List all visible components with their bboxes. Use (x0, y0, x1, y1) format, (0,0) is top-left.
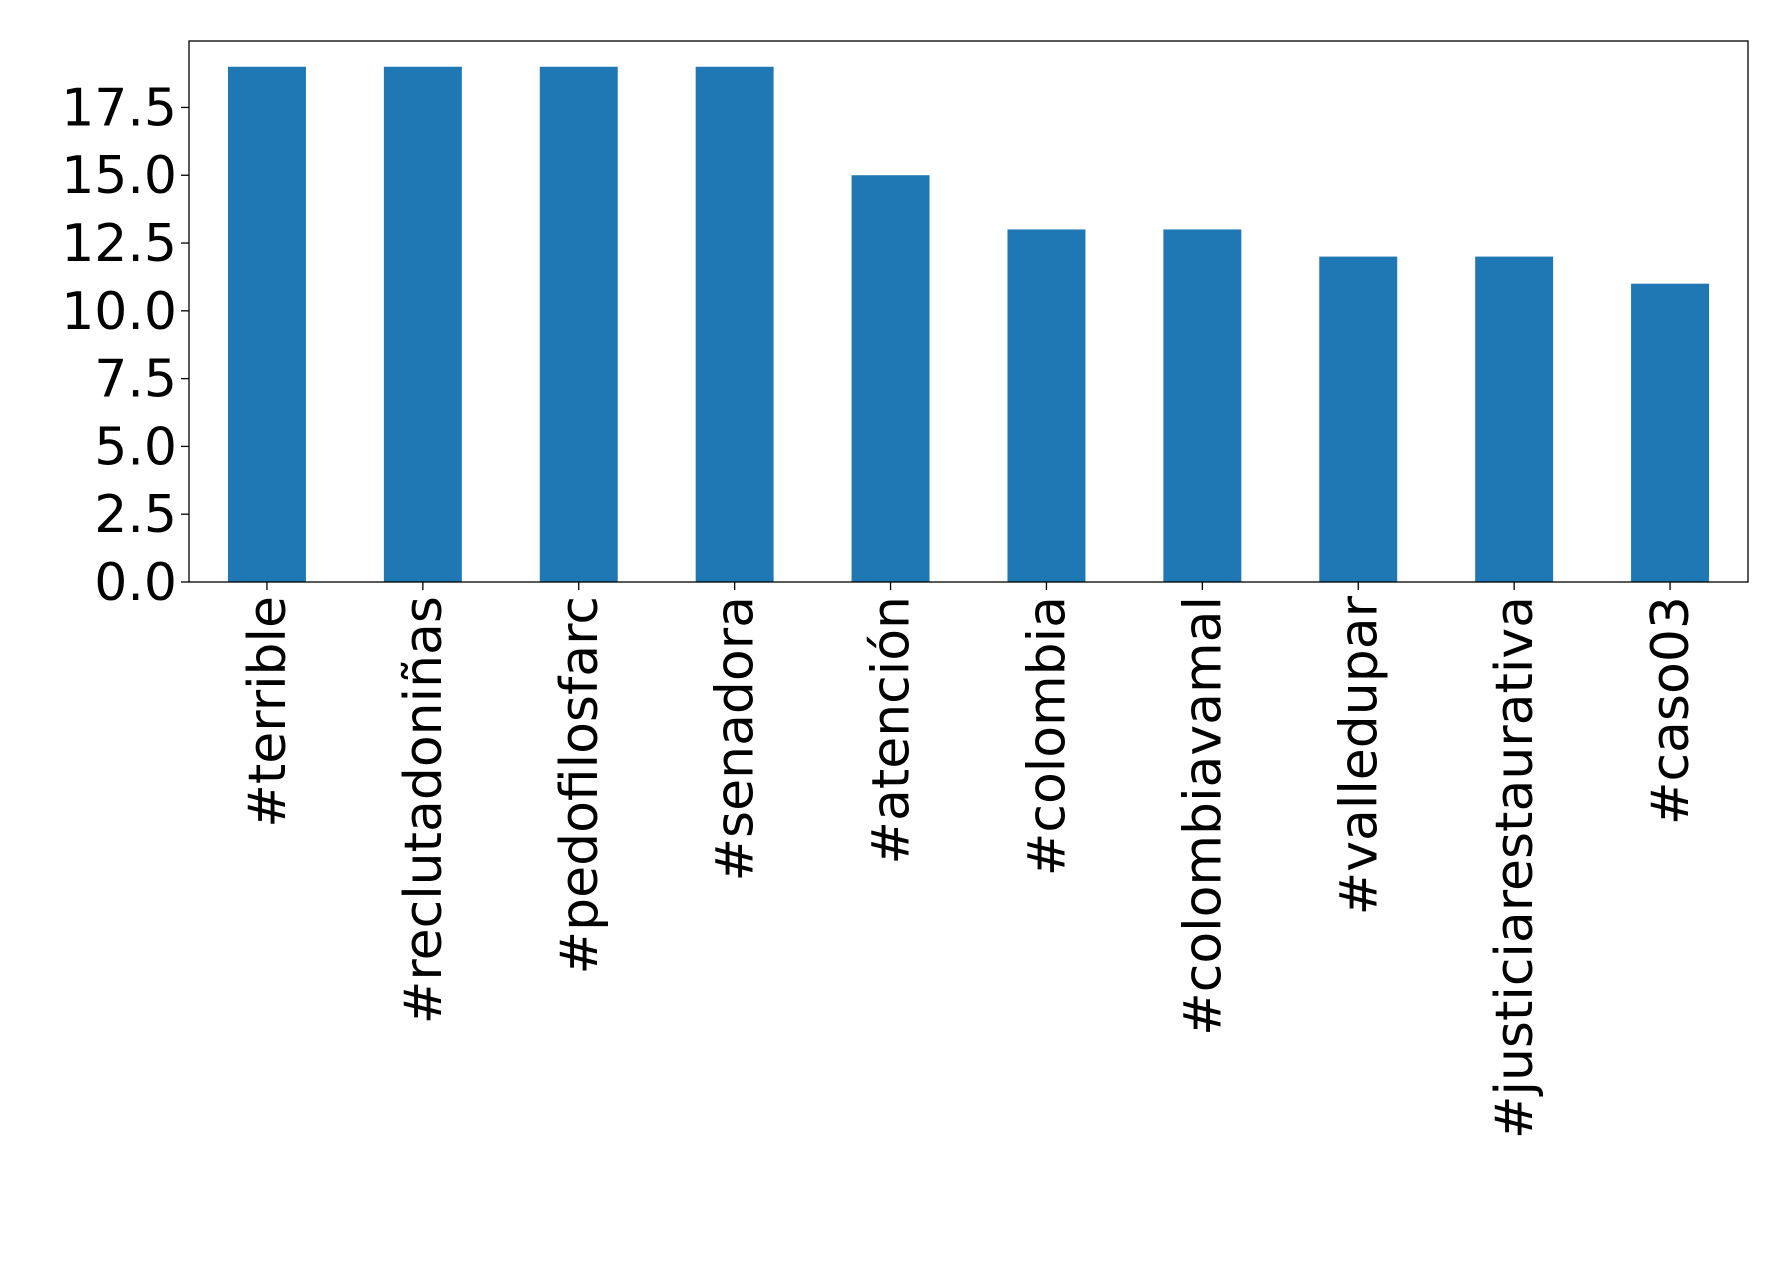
y-tick-label: 2.5 (94, 485, 177, 545)
x-tick-label: #colombia (1017, 596, 1077, 876)
x-tick-label: #senadora (706, 596, 766, 882)
y-tick-label: 7.5 (94, 350, 177, 410)
bar (1475, 256, 1554, 582)
x-tick-label: #pedofilosfarc (550, 596, 610, 975)
x-tick-label: #atención (862, 596, 922, 865)
bar (539, 66, 618, 582)
x-tick-label: #terrible (238, 596, 298, 828)
x-tick-label: #justiciarestaurativa (1485, 596, 1545, 1139)
bar (1007, 229, 1086, 582)
y-tick-label: 12.5 (61, 214, 177, 274)
plot-frame (188, 40, 1749, 583)
bar (1631, 283, 1710, 582)
y-tick-label: 17.5 (61, 78, 177, 138)
y-tick-label: 15.0 (61, 146, 177, 206)
x-tick-label: #reclutadoniñas (394, 596, 454, 1024)
x-tick-label: #valledupar (1329, 595, 1389, 915)
bar (851, 175, 930, 582)
x-tick-label: #colombiavamal (1173, 596, 1233, 1036)
bar (1319, 256, 1398, 582)
bar (383, 66, 462, 582)
bar (695, 66, 774, 582)
y-tick-label: 10.0 (61, 282, 177, 342)
bar (1163, 229, 1242, 582)
bar (227, 66, 306, 582)
x-tick-label: #caso03 (1641, 596, 1701, 825)
y-tick-label: 5.0 (94, 417, 177, 477)
y-tick-label: 0.0 (94, 553, 177, 613)
